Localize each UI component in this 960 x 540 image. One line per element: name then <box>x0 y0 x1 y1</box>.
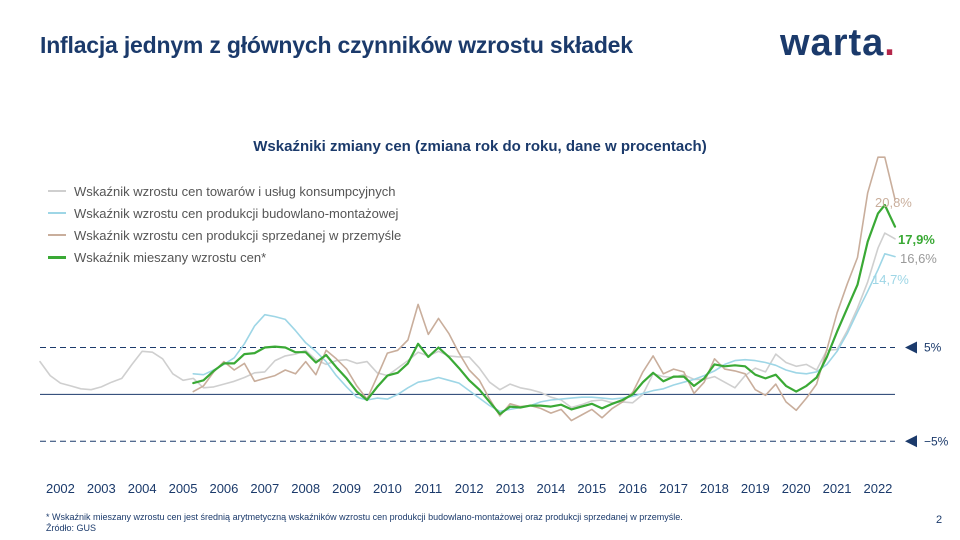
x-tick-label-3: 2005 <box>169 481 198 496</box>
x-tick-label-2: 2004 <box>128 481 157 496</box>
end-label-mixed: 17,9% <box>898 232 935 247</box>
legend-item-construction: Wskaźnik wzrostu cen produkcji budowlano… <box>48 202 401 224</box>
x-tick-label-19: 2021 <box>823 481 852 496</box>
reference-label-2: −5% <box>924 434 949 448</box>
legend-label-industry: Wskaźnik wzrostu cen produkcji sprzedane… <box>74 227 402 243</box>
legend-item-mixed: Wskaźnik mieszany wzrostu cen* <box>48 246 401 268</box>
x-tick-label-4: 2006 <box>209 481 238 496</box>
warta-logo: warta. <box>780 22 896 65</box>
x-tick-label-8: 2010 <box>373 481 402 496</box>
x-tick-label-6: 2008 <box>291 481 320 496</box>
legend-label-mixed: Wskaźnik mieszany wzrostu cen* <box>74 249 267 265</box>
legend-swatch-mixed <box>48 255 66 259</box>
series-line-construction <box>192 253 896 413</box>
reference-label-0: 5% <box>924 341 942 355</box>
chart-legend: Wskaźnik wzrostu cen towarów i usług kon… <box>48 180 401 268</box>
logo-dot: . <box>884 22 896 64</box>
end-label-industry: 20,8% <box>875 195 912 210</box>
end-label-construction: 14,7% <box>872 272 909 287</box>
series-line-cpi <box>39 232 896 409</box>
page-title: Inflacja jednym z głównych czynników wzr… <box>40 32 633 58</box>
x-tick-label-10: 2012 <box>455 481 484 496</box>
legend-item-cpi: Wskaźnik wzrostu cen towarów i usług kon… <box>48 180 401 202</box>
x-tick-label-11: 2013 <box>496 481 525 496</box>
x-tick-label-5: 2007 <box>250 481 279 496</box>
reference-marker-2 <box>905 435 917 448</box>
x-tick-label-7: 2009 <box>332 481 361 496</box>
x-tick-label-16: 2018 <box>700 481 729 496</box>
x-tick-label-9: 2011 <box>414 481 442 496</box>
source-text: Źródło: GUS <box>46 523 97 533</box>
legend-item-industry: Wskaźnik wzrostu cen produkcji sprzedane… <box>48 224 401 246</box>
series-line-industry <box>192 156 896 422</box>
chart-title: Wskaźniki zmiany cen (zmiana rok do roku… <box>253 138 707 155</box>
page-number: 2 <box>936 514 943 526</box>
reference-marker-0 <box>905 341 917 354</box>
legend-label-construction: Wskaźnik wzrostu cen produkcji budowlano… <box>74 205 399 221</box>
legend-swatch-construction <box>48 212 66 214</box>
end-label-cpi: 16,6% <box>900 251 937 266</box>
legend-label-cpi: Wskaźnik wzrostu cen towarów i usług kon… <box>74 183 396 199</box>
logo-text: warta <box>780 22 885 64</box>
legend-swatch-industry <box>48 234 66 236</box>
x-tick-label-1: 2003 <box>87 481 116 496</box>
footnote-text: * Wskaźnik mieszany wzrostu cen jest śre… <box>46 512 683 522</box>
footnote: * Wskaźnik mieszany wzrostu cen jest śre… <box>46 512 683 534</box>
x-tick-label-13: 2015 <box>577 481 606 496</box>
x-tick-label-17: 2019 <box>741 481 770 496</box>
x-tick-label-12: 2014 <box>536 481 565 496</box>
x-tick-label-20: 2022 <box>863 481 892 496</box>
series-line-mixed <box>192 203 897 416</box>
legend-swatch-cpi <box>48 190 66 192</box>
x-tick-label-18: 2020 <box>782 481 811 496</box>
x-tick-label-0: 2002 <box>46 481 75 496</box>
x-tick-label-15: 2017 <box>659 481 688 496</box>
x-tick-label-14: 2016 <box>618 481 647 496</box>
